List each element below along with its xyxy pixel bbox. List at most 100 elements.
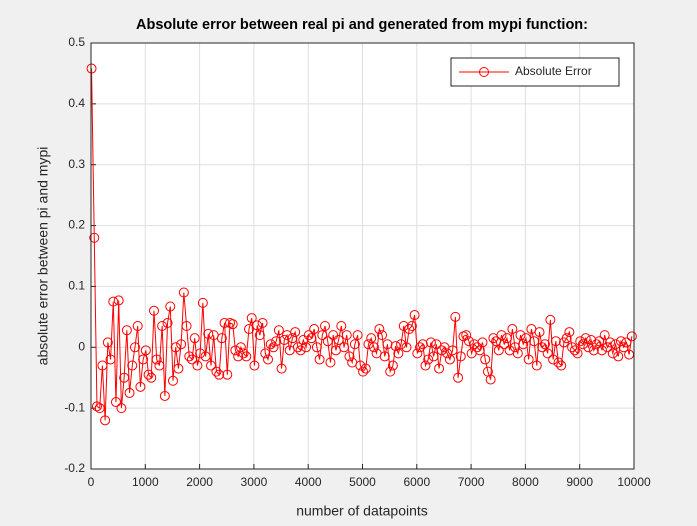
marker — [216, 333, 227, 344]
marker — [257, 317, 268, 328]
marker — [94, 403, 105, 414]
marker — [344, 351, 355, 362]
marker — [591, 339, 602, 350]
y-tick-label: 0.2 — [68, 218, 85, 232]
marker — [567, 342, 578, 353]
marker — [203, 328, 214, 339]
marker — [263, 354, 274, 365]
marker — [86, 63, 97, 74]
marker — [132, 320, 143, 331]
marker — [241, 351, 252, 362]
marker — [287, 333, 298, 344]
marker — [366, 333, 377, 344]
marker — [615, 336, 626, 347]
y-tick-label: 0.5 — [68, 35, 85, 49]
marker — [173, 363, 184, 374]
marker — [309, 324, 320, 335]
marker — [477, 337, 488, 348]
marker — [529, 336, 540, 347]
marker — [170, 342, 181, 353]
marker — [415, 342, 426, 353]
marker — [197, 297, 208, 308]
marker — [564, 327, 575, 338]
marker — [108, 296, 119, 307]
marker — [165, 301, 176, 312]
marker — [575, 336, 586, 347]
marker — [499, 339, 510, 350]
marker — [246, 313, 257, 324]
marker — [545, 314, 556, 325]
marker — [377, 330, 388, 341]
marker — [301, 342, 312, 353]
marker — [292, 342, 303, 353]
marker — [317, 330, 328, 341]
marker — [119, 372, 130, 383]
marker — [572, 348, 583, 359]
marker — [420, 360, 431, 371]
axes-box — [90, 42, 635, 470]
marker — [425, 337, 436, 348]
marker — [195, 348, 206, 359]
marker — [252, 320, 263, 331]
marker — [480, 354, 491, 365]
marker — [235, 342, 246, 353]
marker — [157, 320, 168, 331]
marker — [276, 363, 287, 374]
marker — [461, 330, 472, 341]
marker — [493, 345, 504, 356]
marker — [214, 369, 225, 380]
x-tick-label: 7000 — [458, 475, 485, 489]
marker — [550, 336, 561, 347]
marker — [455, 351, 466, 362]
marker — [140, 345, 151, 356]
marker — [358, 366, 369, 377]
marker — [352, 330, 363, 341]
marker — [501, 333, 512, 344]
marker — [537, 342, 548, 353]
marker — [368, 342, 379, 353]
marker — [105, 354, 116, 365]
y-tick-label: 0 — [78, 339, 85, 353]
marker — [320, 320, 331, 331]
marker — [621, 337, 632, 348]
marker — [227, 319, 238, 330]
legend-label: Absolute Error — [515, 64, 592, 78]
marker — [613, 351, 624, 362]
x-tick-label: 5000 — [349, 475, 376, 489]
y-tick-label: -0.2 — [64, 461, 85, 475]
marker — [124, 387, 135, 398]
marker — [254, 330, 265, 341]
marker — [618, 342, 629, 353]
marker — [385, 366, 396, 377]
marker — [412, 348, 423, 359]
marker — [401, 342, 412, 353]
marker — [436, 345, 447, 356]
marker — [279, 334, 290, 345]
marker — [390, 341, 401, 352]
marker — [453, 372, 464, 383]
marker — [233, 351, 244, 362]
marker — [181, 320, 192, 331]
x-tick-label: 10000 — [617, 475, 651, 489]
marker — [333, 334, 344, 345]
marker — [406, 320, 417, 331]
marker — [129, 342, 140, 353]
marker — [349, 339, 360, 350]
marker — [219, 317, 230, 328]
marker — [588, 345, 599, 356]
marker — [398, 320, 409, 331]
marker — [434, 363, 445, 374]
marker — [577, 339, 588, 350]
marker — [138, 354, 149, 365]
marker — [89, 232, 100, 243]
y-tick-label: 0.4 — [68, 96, 85, 110]
y-tick-label: -0.1 — [64, 400, 85, 414]
marker — [355, 360, 366, 371]
marker — [273, 325, 284, 336]
marker — [211, 366, 222, 377]
x-tick-label: 0 — [88, 475, 95, 489]
marker — [605, 337, 616, 348]
marker — [393, 348, 404, 359]
marker — [121, 325, 132, 336]
